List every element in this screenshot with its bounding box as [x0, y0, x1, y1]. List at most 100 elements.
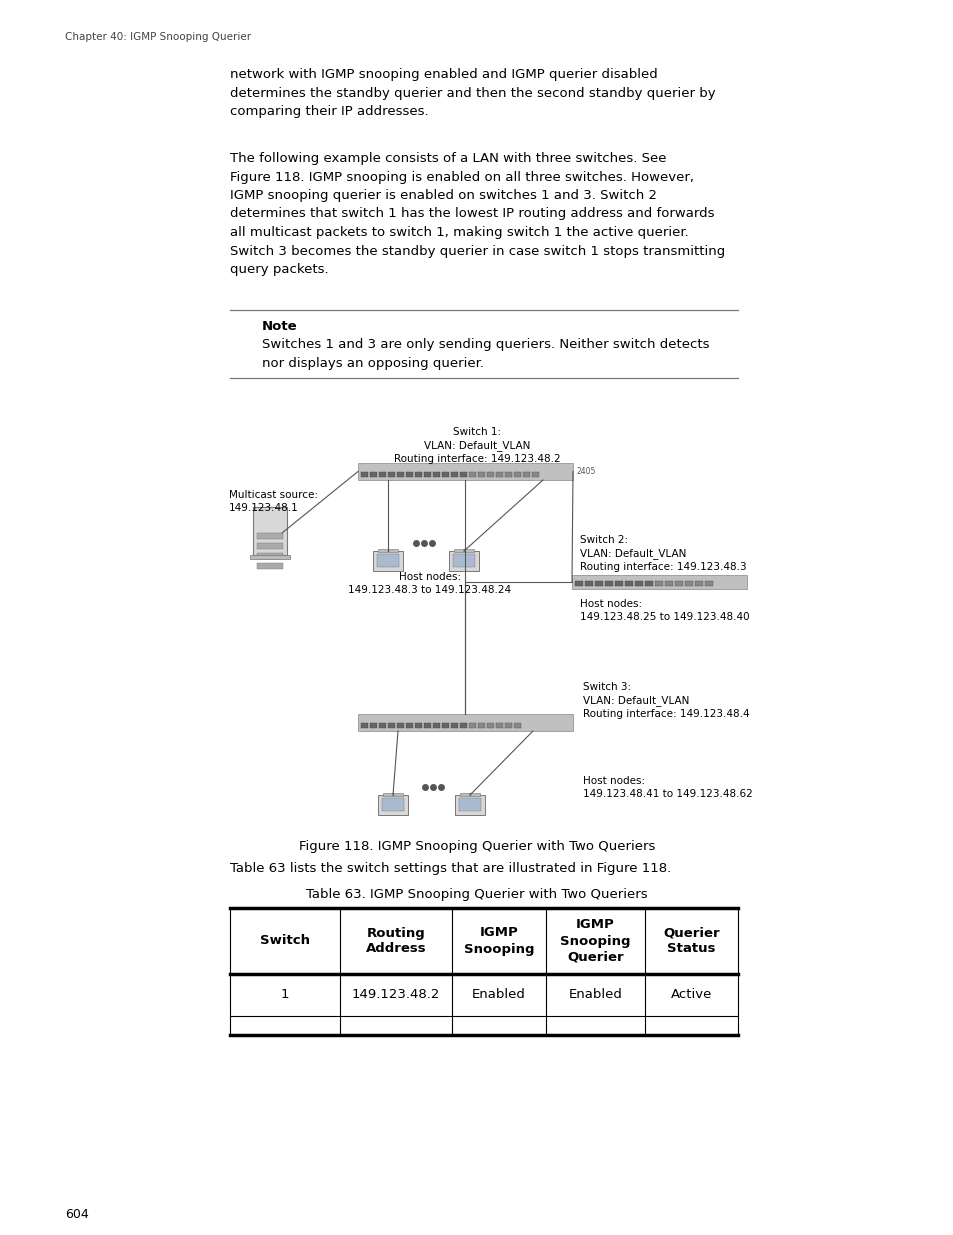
Bar: [406, 472, 413, 477]
Bar: [572, 576, 746, 589]
Text: Active: Active: [670, 988, 712, 1002]
Text: 604: 604: [65, 1208, 89, 1221]
Bar: [644, 580, 652, 585]
Text: Switch 3:
VLAN: Default_VLAN
Routing interface: 149.123.48.4: Switch 3: VLAN: Default_VLAN Routing int…: [582, 682, 749, 719]
Bar: [459, 472, 467, 477]
Bar: [433, 722, 439, 727]
Bar: [373, 551, 402, 571]
Bar: [388, 722, 395, 727]
Bar: [655, 580, 662, 585]
Bar: [388, 472, 395, 477]
Bar: [360, 722, 368, 727]
Bar: [449, 551, 478, 571]
Bar: [256, 563, 283, 569]
Bar: [376, 555, 398, 567]
Bar: [496, 722, 502, 727]
Text: Multicast source:
149.123.48.1: Multicast source: 149.123.48.1: [229, 490, 317, 514]
Bar: [250, 555, 290, 559]
Text: 149.123.48.2: 149.123.48.2: [352, 988, 439, 1002]
Bar: [357, 463, 573, 480]
Bar: [256, 543, 283, 550]
Bar: [664, 580, 672, 585]
Bar: [458, 798, 480, 811]
Bar: [451, 722, 457, 727]
Bar: [514, 472, 520, 477]
Bar: [624, 580, 633, 585]
Bar: [451, 472, 457, 477]
Text: network with IGMP snooping enabled and IGMP querier disabled
determines the stan: network with IGMP snooping enabled and I…: [230, 68, 715, 119]
Bar: [575, 580, 582, 585]
Bar: [504, 722, 512, 727]
Bar: [684, 580, 692, 585]
Bar: [378, 472, 386, 477]
Bar: [381, 798, 403, 811]
Text: Host nodes:
149.123.48.3 to 149.123.48.24: Host nodes: 149.123.48.3 to 149.123.48.2…: [348, 572, 511, 595]
Bar: [396, 472, 403, 477]
Bar: [504, 472, 512, 477]
Bar: [704, 580, 712, 585]
Bar: [459, 793, 479, 797]
Bar: [469, 722, 476, 727]
Bar: [459, 722, 467, 727]
Bar: [256, 553, 283, 559]
Bar: [477, 722, 484, 727]
Bar: [415, 472, 421, 477]
Text: Enabled: Enabled: [568, 988, 621, 1002]
Bar: [360, 472, 368, 477]
Bar: [514, 722, 520, 727]
Bar: [695, 580, 702, 585]
Bar: [415, 722, 421, 727]
Bar: [604, 580, 613, 585]
Bar: [486, 472, 494, 477]
Bar: [595, 580, 602, 585]
Bar: [370, 472, 376, 477]
Text: Switches 1 and 3 are only sending queriers. Neither switch detects
nor displays : Switches 1 and 3 are only sending querie…: [262, 338, 709, 369]
Text: Switch 2:
VLAN: Default_VLAN
Routing interface: 149.123.48.3: Switch 2: VLAN: Default_VLAN Routing int…: [579, 535, 746, 572]
Bar: [532, 472, 538, 477]
Bar: [433, 472, 439, 477]
Bar: [253, 508, 287, 555]
Bar: [453, 555, 475, 567]
Text: Enabled: Enabled: [472, 988, 525, 1002]
Bar: [423, 472, 431, 477]
Bar: [454, 550, 474, 552]
Text: Querier
Status: Querier Status: [662, 926, 720, 956]
Text: Host nodes:
149.123.48.41 to 149.123.48.62: Host nodes: 149.123.48.41 to 149.123.48.…: [582, 776, 752, 799]
Bar: [496, 472, 502, 477]
Bar: [615, 580, 622, 585]
Bar: [441, 722, 449, 727]
Text: Routing
Address: Routing Address: [365, 926, 426, 956]
Bar: [357, 714, 573, 731]
Text: Switch: Switch: [260, 935, 310, 947]
Bar: [377, 795, 408, 815]
Text: Figure 118. IGMP Snooping Querier with Two Queriers: Figure 118. IGMP Snooping Querier with T…: [298, 840, 655, 853]
Text: Chapter 40: IGMP Snooping Querier: Chapter 40: IGMP Snooping Querier: [65, 32, 251, 42]
Bar: [378, 722, 386, 727]
Bar: [635, 580, 642, 585]
Bar: [455, 795, 484, 815]
Bar: [370, 722, 376, 727]
Bar: [675, 580, 682, 585]
Text: Host nodes:
149.123.48.25 to 149.123.48.40: Host nodes: 149.123.48.25 to 149.123.48.…: [579, 599, 749, 622]
Bar: [469, 472, 476, 477]
Bar: [423, 722, 431, 727]
Bar: [477, 472, 484, 477]
Text: 2405: 2405: [577, 467, 596, 475]
Text: 1: 1: [280, 988, 289, 1002]
Bar: [486, 722, 494, 727]
Text: Table 63 lists the switch settings that are illustrated in Figure 118.: Table 63 lists the switch settings that …: [230, 862, 671, 876]
Text: Table 63. IGMP Snooping Querier with Two Queriers: Table 63. IGMP Snooping Querier with Two…: [306, 888, 647, 902]
Bar: [441, 472, 449, 477]
Text: IGMP
Snooping: IGMP Snooping: [463, 926, 534, 956]
Text: IGMP
Snooping
Querier: IGMP Snooping Querier: [559, 919, 630, 963]
Bar: [584, 580, 593, 585]
Bar: [522, 472, 530, 477]
Bar: [382, 793, 402, 797]
Bar: [396, 722, 403, 727]
Bar: [256, 534, 283, 538]
Text: The following example consists of a LAN with three switches. See
Figure 118. IGM: The following example consists of a LAN …: [230, 152, 724, 275]
Bar: [377, 550, 397, 552]
Text: Switch 1:
VLAN: Default_VLAN
Routing interface: 149.123.48.2: Switch 1: VLAN: Default_VLAN Routing int…: [394, 427, 559, 464]
Bar: [406, 722, 413, 727]
Text: Note: Note: [262, 320, 297, 333]
